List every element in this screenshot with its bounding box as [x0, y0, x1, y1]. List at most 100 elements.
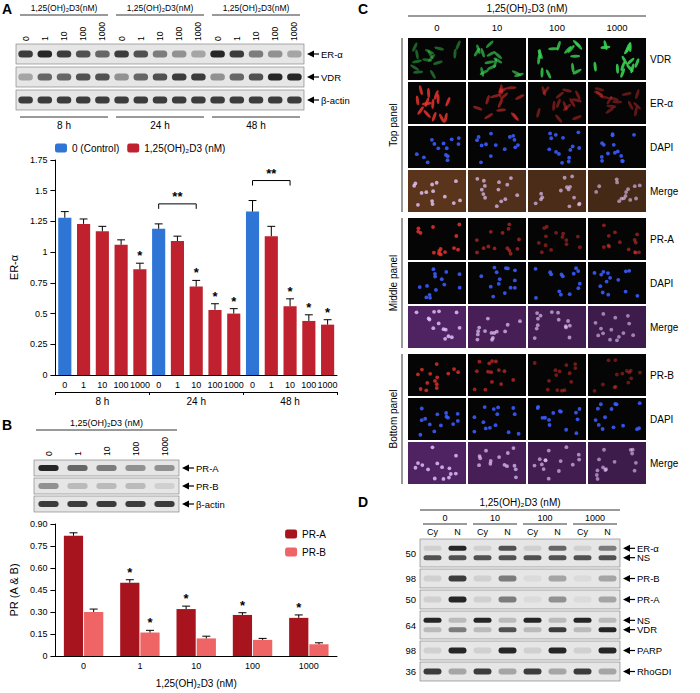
svg-text:PR-B: PR-B [650, 370, 674, 381]
svg-text:0.15: 0.15 [30, 629, 48, 639]
svg-text:0: 0 [44, 451, 54, 456]
svg-text:Top panel: Top panel [388, 103, 399, 146]
svg-text:ER-α: ER-α [650, 98, 673, 109]
svg-text:1: 1 [137, 661, 142, 671]
svg-text:50: 50 [405, 594, 416, 605]
svg-text:PR-A: PR-A [196, 463, 219, 474]
svg-text:1000: 1000 [318, 380, 338, 390]
svg-text:100: 100 [131, 442, 141, 456]
svg-text:98: 98 [405, 645, 416, 656]
svg-text:24 h: 24 h [150, 120, 169, 131]
svg-text:0: 0 [62, 380, 67, 390]
svg-text:1: 1 [269, 380, 274, 390]
svg-text:64: 64 [405, 620, 416, 631]
svg-text:*: * [127, 565, 133, 580]
svg-text:0.45: 0.45 [30, 585, 48, 595]
svg-text:0.75: 0.75 [30, 278, 48, 288]
svg-text:PR-A: PR-A [637, 594, 660, 605]
svg-text:PR-A: PR-A [650, 234, 674, 245]
svg-text:PR-A: PR-A [302, 529, 326, 540]
svg-text:1000: 1000 [160, 437, 170, 456]
svg-text:1,25(OH)₂D3 (nM): 1,25(OH)₂D3 (nM) [479, 497, 560, 508]
svg-text:PR-B: PR-B [196, 481, 219, 492]
svg-text:1: 1 [81, 380, 86, 390]
svg-text:10: 10 [251, 31, 261, 41]
svg-text:N: N [454, 527, 461, 537]
svg-text:98: 98 [405, 573, 416, 584]
svg-text:1000: 1000 [224, 380, 244, 390]
svg-text:1: 1 [175, 380, 180, 390]
svg-text:*: * [288, 284, 294, 299]
svg-text:*: * [325, 305, 331, 320]
svg-text:0.90: 0.90 [30, 519, 48, 529]
svg-text:24 h: 24 h [186, 396, 205, 407]
svg-text:Merge: Merge [650, 322, 679, 333]
svg-text:0: 0 [250, 380, 255, 390]
svg-text:Cy: Cy [477, 527, 488, 537]
svg-text:100: 100 [207, 380, 222, 390]
svg-text:50: 50 [405, 548, 416, 559]
svg-text:C: C [358, 1, 368, 17]
svg-text:10: 10 [155, 31, 165, 41]
svg-text:NS: NS [637, 552, 650, 563]
svg-text:0: 0 [442, 513, 447, 523]
svg-text:Merge: Merge [650, 186, 679, 197]
svg-text:N: N [554, 527, 561, 537]
svg-text:36: 36 [405, 666, 416, 677]
svg-text:1000: 1000 [299, 661, 319, 671]
svg-text:1,25(OH)₂D3(nM): 1,25(OH)₂D3(nM) [31, 3, 98, 13]
svg-text:100: 100 [174, 27, 184, 41]
svg-text:Bottom panel: Bottom panel [388, 390, 399, 449]
svg-text:VDR: VDR [650, 54, 671, 65]
svg-text:A: A [2, 1, 12, 17]
svg-text:1: 1 [73, 451, 83, 456]
svg-text:DAPI: DAPI [650, 142, 673, 153]
svg-text:10: 10 [191, 380, 201, 390]
svg-text:D: D [358, 494, 368, 510]
svg-text:VDR: VDR [321, 72, 341, 83]
svg-text:1000: 1000 [193, 22, 203, 41]
svg-text:48 h: 48 h [246, 120, 265, 131]
svg-text:1: 1 [42, 247, 47, 257]
svg-text:1,25(OH)₂D3 (nM): 1,25(OH)₂D3 (nM) [144, 143, 225, 154]
svg-text:1000: 1000 [585, 513, 605, 523]
svg-text:N: N [604, 527, 611, 537]
svg-text:PARP: PARP [637, 645, 662, 656]
svg-text:0.75: 0.75 [30, 541, 48, 551]
svg-text:1000: 1000 [130, 380, 150, 390]
svg-text:100: 100 [549, 22, 565, 33]
svg-text:*: * [212, 289, 218, 304]
svg-text:1000: 1000 [289, 22, 299, 41]
svg-text:1,25(OH)₂D3 (nM): 1,25(OH)₂D3 (nM) [70, 418, 143, 428]
svg-text:Cy: Cy [527, 527, 538, 537]
svg-text:Cy: Cy [427, 527, 438, 537]
svg-text:PR-B: PR-B [302, 547, 326, 558]
svg-text:10: 10 [285, 380, 295, 390]
svg-text:Merge: Merge [650, 458, 679, 469]
svg-text:1,25(OH)₂D3 (nM): 1,25(OH)₂D3 (nM) [156, 678, 237, 689]
svg-text:1: 1 [136, 36, 146, 41]
svg-text:0: 0 [81, 661, 86, 671]
svg-text:Middle panel: Middle panel [388, 255, 399, 312]
svg-text:ER-α: ER-α [321, 49, 343, 60]
svg-text:β-actin: β-actin [196, 499, 225, 510]
svg-text:1000: 1000 [97, 22, 107, 41]
svg-text:RhoGDI: RhoGDI [637, 666, 671, 677]
svg-text:VDR: VDR [637, 624, 657, 635]
svg-text:N: N [504, 527, 511, 537]
svg-text:*: * [194, 265, 200, 280]
svg-text:1: 1 [232, 36, 242, 41]
svg-text:PR (A & B): PR (A & B) [8, 563, 20, 616]
svg-text:0: 0 [434, 22, 439, 33]
svg-text:*: * [137, 248, 143, 263]
svg-text:*: * [306, 300, 312, 315]
svg-text:100: 100 [537, 513, 552, 523]
svg-text:0.30: 0.30 [30, 607, 48, 617]
svg-text:100: 100 [78, 27, 88, 41]
svg-text:**: ** [172, 189, 183, 204]
svg-text:0: 0 [213, 36, 223, 41]
svg-text:8 h: 8 h [95, 396, 109, 407]
svg-text:*: * [240, 598, 246, 613]
svg-text:Cy: Cy [577, 527, 588, 537]
svg-text:0.5: 0.5 [35, 309, 48, 319]
